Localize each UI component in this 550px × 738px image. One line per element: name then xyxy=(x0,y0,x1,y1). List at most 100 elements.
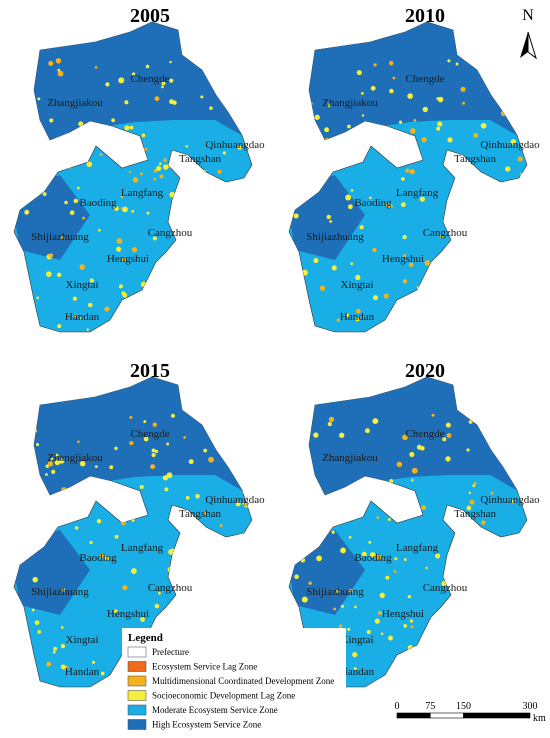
scale-unit: km xyxy=(533,713,546,724)
zone-dot xyxy=(492,651,498,657)
zone-dot xyxy=(368,540,372,544)
zone-dot xyxy=(57,70,64,77)
zone-dot xyxy=(422,106,429,113)
zone-dot xyxy=(86,161,93,168)
zone-dot xyxy=(495,628,499,633)
zone-dot xyxy=(420,505,426,511)
zone-dot xyxy=(389,479,394,483)
city-label: Hengshui xyxy=(107,253,149,265)
zone-dot xyxy=(466,505,472,511)
zone-dot xyxy=(313,432,319,438)
zone-dot xyxy=(445,422,451,428)
legend-label: Multidimensional Coordinated Development… xyxy=(152,676,334,686)
zone-dot xyxy=(120,207,124,210)
zone-dot xyxy=(73,198,79,204)
zone-dot xyxy=(23,99,29,105)
zone-dot xyxy=(60,626,64,629)
zone-dot xyxy=(152,422,157,427)
zone-dot xyxy=(441,312,445,315)
zone-dot xyxy=(54,459,61,466)
zone-dot xyxy=(141,133,146,138)
north-arrow: N xyxy=(520,7,537,60)
zone-dot xyxy=(242,502,245,506)
city-label: Baoding xyxy=(79,197,117,209)
zone-dot xyxy=(385,575,390,580)
high-area xyxy=(14,377,252,615)
zone-dot xyxy=(209,598,215,603)
zone-dot xyxy=(387,517,391,521)
zone-dot xyxy=(154,449,159,454)
zone-dot xyxy=(468,491,472,495)
zone-dot xyxy=(131,247,138,253)
zone-dot xyxy=(326,214,331,220)
zone-dot xyxy=(45,271,52,277)
zone-dot xyxy=(152,236,157,241)
city-label: Shijiazhuang xyxy=(306,586,364,598)
zone-dot xyxy=(407,645,414,651)
zone-dot xyxy=(473,132,479,138)
zone-dot xyxy=(497,183,502,188)
zone-dot xyxy=(294,549,298,553)
zone-dot xyxy=(373,63,377,67)
zone-dot xyxy=(55,58,62,64)
zone-dot xyxy=(458,613,462,618)
zone-dot xyxy=(131,72,136,76)
legend-label: Socioeconomic Development Lag Zone xyxy=(152,691,295,701)
zone-dot xyxy=(151,448,156,453)
zone-dot xyxy=(185,145,188,148)
legend-label: Moderate Ecosystem Service Zone xyxy=(152,705,278,715)
zone-dot xyxy=(47,461,54,467)
zone-dot xyxy=(150,464,156,470)
zone-dot xyxy=(129,416,133,420)
city-label: Langfang xyxy=(121,187,164,199)
zone-dot xyxy=(154,96,160,102)
zone-dot xyxy=(178,619,183,624)
zone-dot xyxy=(295,149,301,155)
zone-dot xyxy=(77,440,80,444)
zone-dot xyxy=(505,166,511,172)
zone-dot xyxy=(159,174,164,179)
zone-dot xyxy=(462,101,465,105)
zone-dot xyxy=(166,472,173,479)
zone-dot xyxy=(502,261,506,265)
zone-dot xyxy=(366,629,371,635)
zone-dot xyxy=(60,235,64,240)
scale-label: 0 xyxy=(395,701,400,712)
city-label: Xingtai xyxy=(66,279,99,291)
zone-dot xyxy=(468,419,473,424)
zone-dot xyxy=(118,77,125,84)
zone-dot xyxy=(457,293,461,298)
zone-dot xyxy=(170,413,176,418)
zone-dot xyxy=(408,262,414,268)
zone-dot xyxy=(195,494,200,499)
zone-dot xyxy=(473,481,477,485)
zone-dot xyxy=(140,172,143,176)
zone-dot xyxy=(347,204,353,210)
zone-dot xyxy=(139,484,144,489)
zone-dot xyxy=(347,498,351,502)
zone-dot xyxy=(494,590,500,596)
zone-dot xyxy=(402,321,408,328)
zone-dot xyxy=(447,137,453,143)
zone-dot xyxy=(389,204,393,208)
zone-dot xyxy=(186,191,191,195)
zone-dot xyxy=(44,147,48,150)
zone-dot xyxy=(292,497,298,503)
city-label: Langfang xyxy=(121,542,164,554)
city-label: Handan xyxy=(65,311,100,323)
zone-dot xyxy=(411,467,418,474)
zone-dot xyxy=(522,472,527,477)
zone-dot xyxy=(345,313,350,317)
zone-dot xyxy=(33,428,38,433)
zone-dot xyxy=(400,202,406,208)
zone-dot xyxy=(208,623,211,627)
zone-dot xyxy=(431,413,435,417)
zone-dot xyxy=(44,177,51,183)
zone-dot xyxy=(99,553,104,559)
zone-dot xyxy=(478,256,484,263)
zone-dot xyxy=(381,489,387,495)
zone-dot xyxy=(481,520,486,525)
zone-dot xyxy=(22,141,27,146)
zone-dot xyxy=(201,559,207,566)
zone-dot xyxy=(195,609,199,614)
